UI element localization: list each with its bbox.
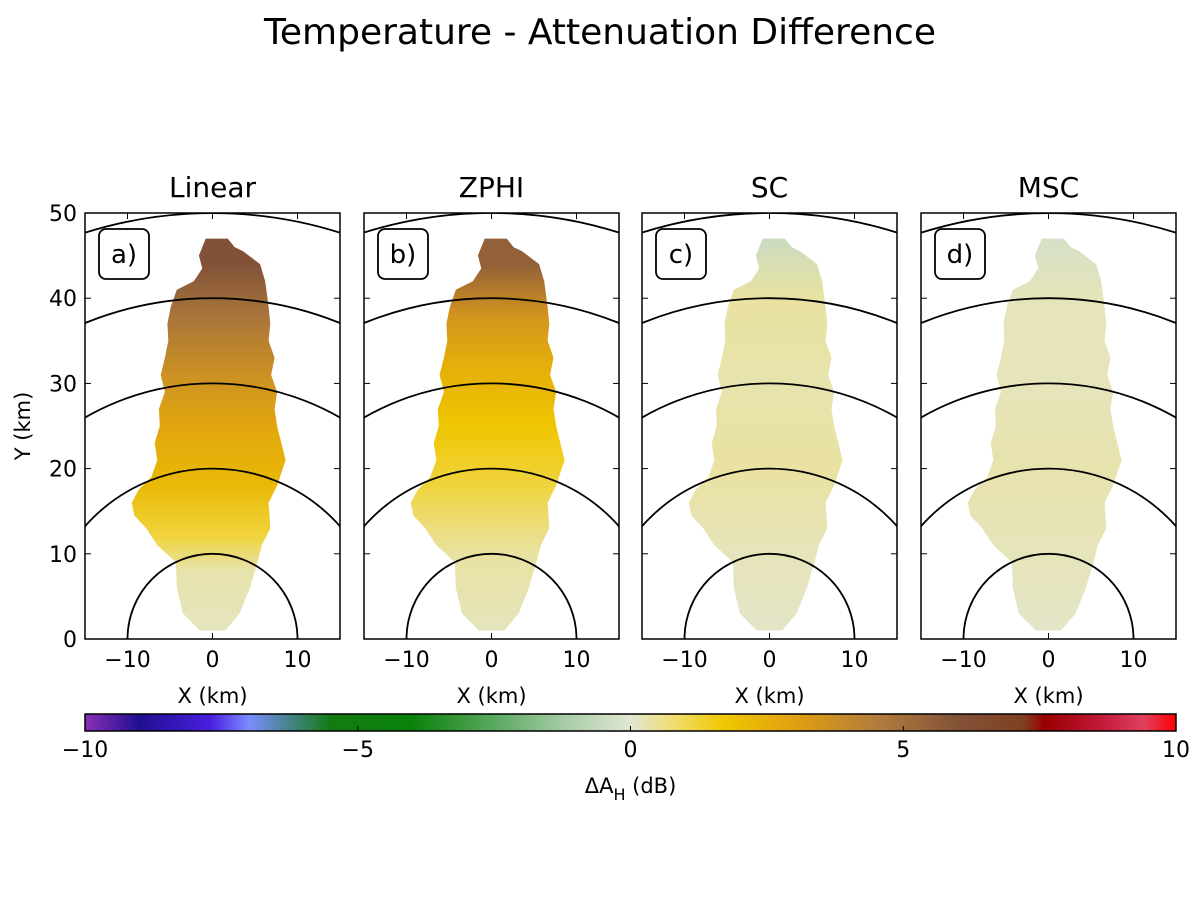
panel-title: SC [751, 171, 788, 204]
panel-label-box [98, 228, 150, 280]
range-ring-50km [921, 213, 1176, 234]
y-tick-label: 0 [63, 628, 77, 653]
panel-title: Linear [169, 171, 257, 204]
panel-1: −10 0 10 0 10 20 30 40 50 Linear X (km) a) Y (km) [11, 171, 341, 708]
x-axis-label: X (km) [177, 684, 247, 708]
panel-label: d) [947, 240, 974, 270]
colorbar: −10 −5 0 5 10 ΔAH (dB) [62, 713, 1190, 804]
range-ring-40km [921, 297, 1176, 325]
y-tick-label: 30 [49, 372, 77, 397]
echo-field [688, 238, 843, 631]
range-ring-10km [126, 552, 299, 639]
panel-label-box [655, 228, 707, 280]
panel-2: −10 0 10 ZPHI X (km) b) [363, 171, 620, 708]
x-tick-label: −10 [661, 648, 707, 673]
x-tick-label: 0 [763, 648, 777, 673]
colorbar-tick-label: 0 [624, 738, 638, 763]
colorbar-tick-label: −5 [342, 738, 374, 763]
colorbar-tick-label: 5 [896, 738, 910, 763]
echo-field [410, 238, 565, 631]
x-tick-label: 10 [841, 648, 869, 673]
range-ring-10km [405, 552, 578, 639]
panel-title: MSC [1018, 171, 1079, 204]
panel-label: a) [111, 240, 137, 270]
x-tick-label: 0 [206, 648, 220, 673]
panel-label: b) [390, 240, 417, 270]
range-ring-40km [85, 297, 340, 325]
x-tick-label: −10 [104, 648, 150, 673]
x-tick-label: 10 [284, 648, 312, 673]
colorbar-label: ΔAH (dB) [585, 774, 677, 804]
x-axis-label: X (km) [734, 684, 804, 708]
range-ring-20km [85, 467, 340, 528]
panel-label-box [934, 228, 986, 280]
range-ring-20km [364, 467, 619, 528]
panel-label-box [377, 228, 429, 280]
x-axis-label: X (km) [456, 684, 526, 708]
range-ring-10km [683, 552, 856, 639]
y-axis-label: Y (km) [11, 392, 35, 462]
colorbar-tick-label: 10 [1162, 738, 1190, 763]
y-tick-label: 50 [49, 202, 77, 227]
x-axis-label: X (km) [1013, 684, 1083, 708]
y-tick-label: 20 [49, 458, 77, 483]
echo-field [967, 238, 1122, 631]
range-ring-30km [364, 382, 619, 419]
range-ring-30km [642, 382, 897, 419]
range-ring-20km [642, 467, 897, 528]
x-tick-label: −10 [383, 648, 429, 673]
panel-title: ZPHI [459, 171, 524, 204]
panel-4: −10 0 10 MSC X (km) d) [920, 171, 1177, 708]
echo-field [131, 238, 286, 631]
x-tick-label: 0 [1042, 648, 1056, 673]
figure-title: Temperature - Attenuation Difference [264, 12, 936, 53]
range-ring-10km [962, 552, 1135, 639]
x-tick-label: 10 [1120, 648, 1148, 673]
range-ring-30km [921, 382, 1176, 419]
x-tick-label: 10 [563, 648, 591, 673]
y-tick-label: 10 [49, 543, 77, 568]
range-ring-20km [921, 467, 1176, 528]
range-ring-40km [642, 297, 897, 325]
range-ring-30km [85, 382, 340, 419]
panel-3: −10 0 10 SC X (km) c) [641, 171, 898, 708]
colorbar-tick-label: −10 [62, 738, 108, 763]
range-ring-40km [364, 297, 619, 325]
x-tick-label: 0 [485, 648, 499, 673]
x-tick-label: −10 [940, 648, 986, 673]
y-tick-label: 40 [49, 287, 77, 312]
panel-label: c) [669, 240, 693, 270]
